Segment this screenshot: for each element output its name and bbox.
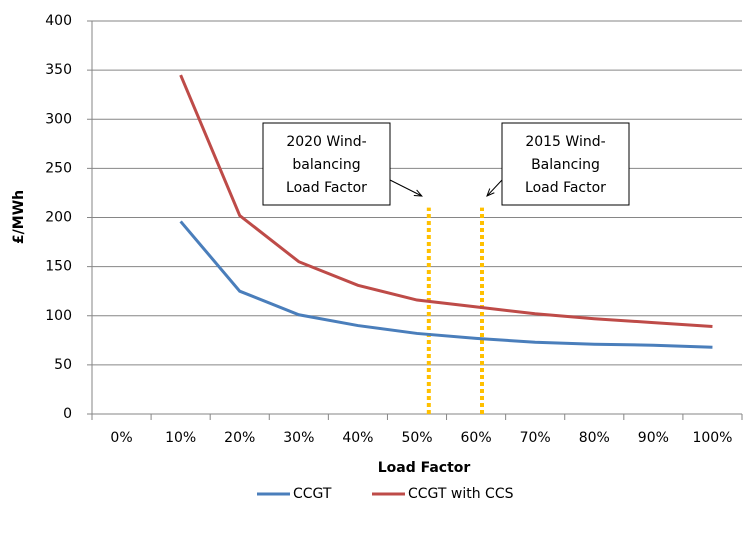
y-tick-label: 0 [63,406,72,422]
y-tick-label: 400 [45,13,72,29]
x-tick-label: 20% [224,430,255,446]
x-tick-label: 0% [110,430,132,446]
y-axis-label: £/MWh [11,190,27,244]
series-line [179,220,713,349]
x-tick-label: 70% [520,430,551,446]
annotation-text: 2020 Wind- [286,134,366,150]
x-tick-label: 90% [638,430,669,446]
annotation-box [262,122,391,206]
y-tick-label: 200 [45,210,72,226]
legend-label: CCGT with CCS [408,486,514,502]
annotation-text: Load Factor [525,180,606,196]
annotation-text: balancing [292,157,360,173]
y-tick-label: 300 [45,111,72,127]
arrow-head [486,188,495,197]
x-tick-label: 40% [342,430,373,446]
x-tick-label: 60% [461,430,492,446]
arrow-head [413,189,423,197]
x-tick-label: 80% [579,430,610,446]
y-tick-label: 250 [45,160,72,176]
x-axis-label: Load Factor [378,460,471,476]
annotation-arrow [486,179,503,197]
series-line [179,74,713,329]
y-tick-label: 350 [45,62,72,78]
x-tick-label: 30% [283,430,314,446]
annotation-text: Load Factor [286,180,367,196]
x-tick-label: 100% [692,430,732,446]
x-tick-label: 50% [401,430,432,446]
y-tick-label: 150 [45,259,72,275]
annotation-arrow [389,179,423,197]
annotation-box [501,122,630,206]
annotation-text: Balancing [531,157,600,173]
y-tick-label: 50 [54,357,72,373]
annotation-text: 2015 Wind- [525,134,605,150]
x-tick-label: 10% [165,430,196,446]
legend-label: CCGT [293,486,332,502]
y-tick-label: 100 [45,308,72,324]
